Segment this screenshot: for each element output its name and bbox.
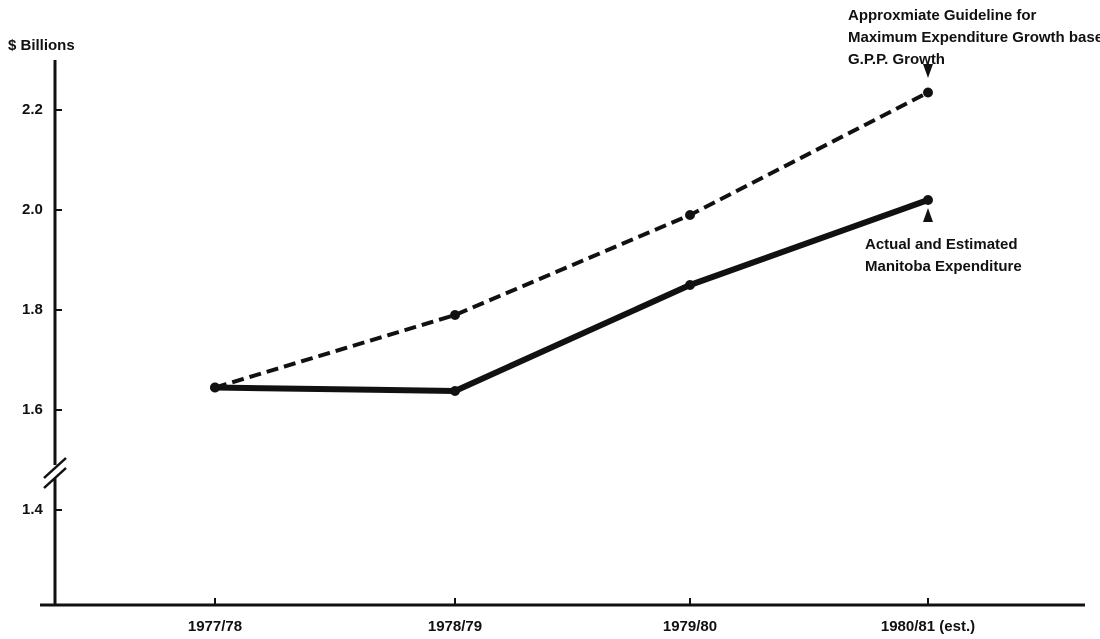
- x-tick-label: 1978/79: [428, 618, 482, 635]
- x-tick-label: 1977/78: [188, 618, 242, 635]
- data-point: [210, 382, 220, 393]
- data-point: [923, 87, 933, 98]
- data-point: [685, 280, 695, 290]
- data-point: [685, 210, 695, 220]
- axis-break: [43, 457, 67, 479]
- arrow: [923, 208, 933, 222]
- axis-break: [43, 467, 67, 489]
- annotation: Maximum Expenditure Growth based on: [848, 29, 1100, 46]
- annotation: G.P.P. Growth: [848, 51, 945, 68]
- y-tick-label: 2.0: [22, 201, 43, 218]
- x-tick-label: 1979/80: [663, 618, 717, 635]
- annotation: Manitoba Expenditure: [865, 258, 1022, 275]
- arrow: [923, 64, 933, 78]
- annotation: Actual and Estimated: [865, 236, 1018, 253]
- y-tick-label: 1.4: [22, 501, 44, 518]
- series-line: [214, 90, 929, 390]
- series-line: [214, 197, 930, 394]
- data-point: [923, 195, 933, 205]
- data-point: [450, 310, 460, 320]
- y-tick-label: 2.2: [22, 101, 43, 118]
- y-axis-label: $ Billions: [8, 37, 75, 54]
- annotation: Approxmiate Guideline for: [848, 7, 1037, 24]
- x-tick-label: 1980/81 (est.): [881, 618, 975, 635]
- data-point: [450, 386, 460, 396]
- y-tick-label: 1.6: [22, 401, 43, 418]
- y-tick-label: 1.8: [22, 301, 43, 318]
